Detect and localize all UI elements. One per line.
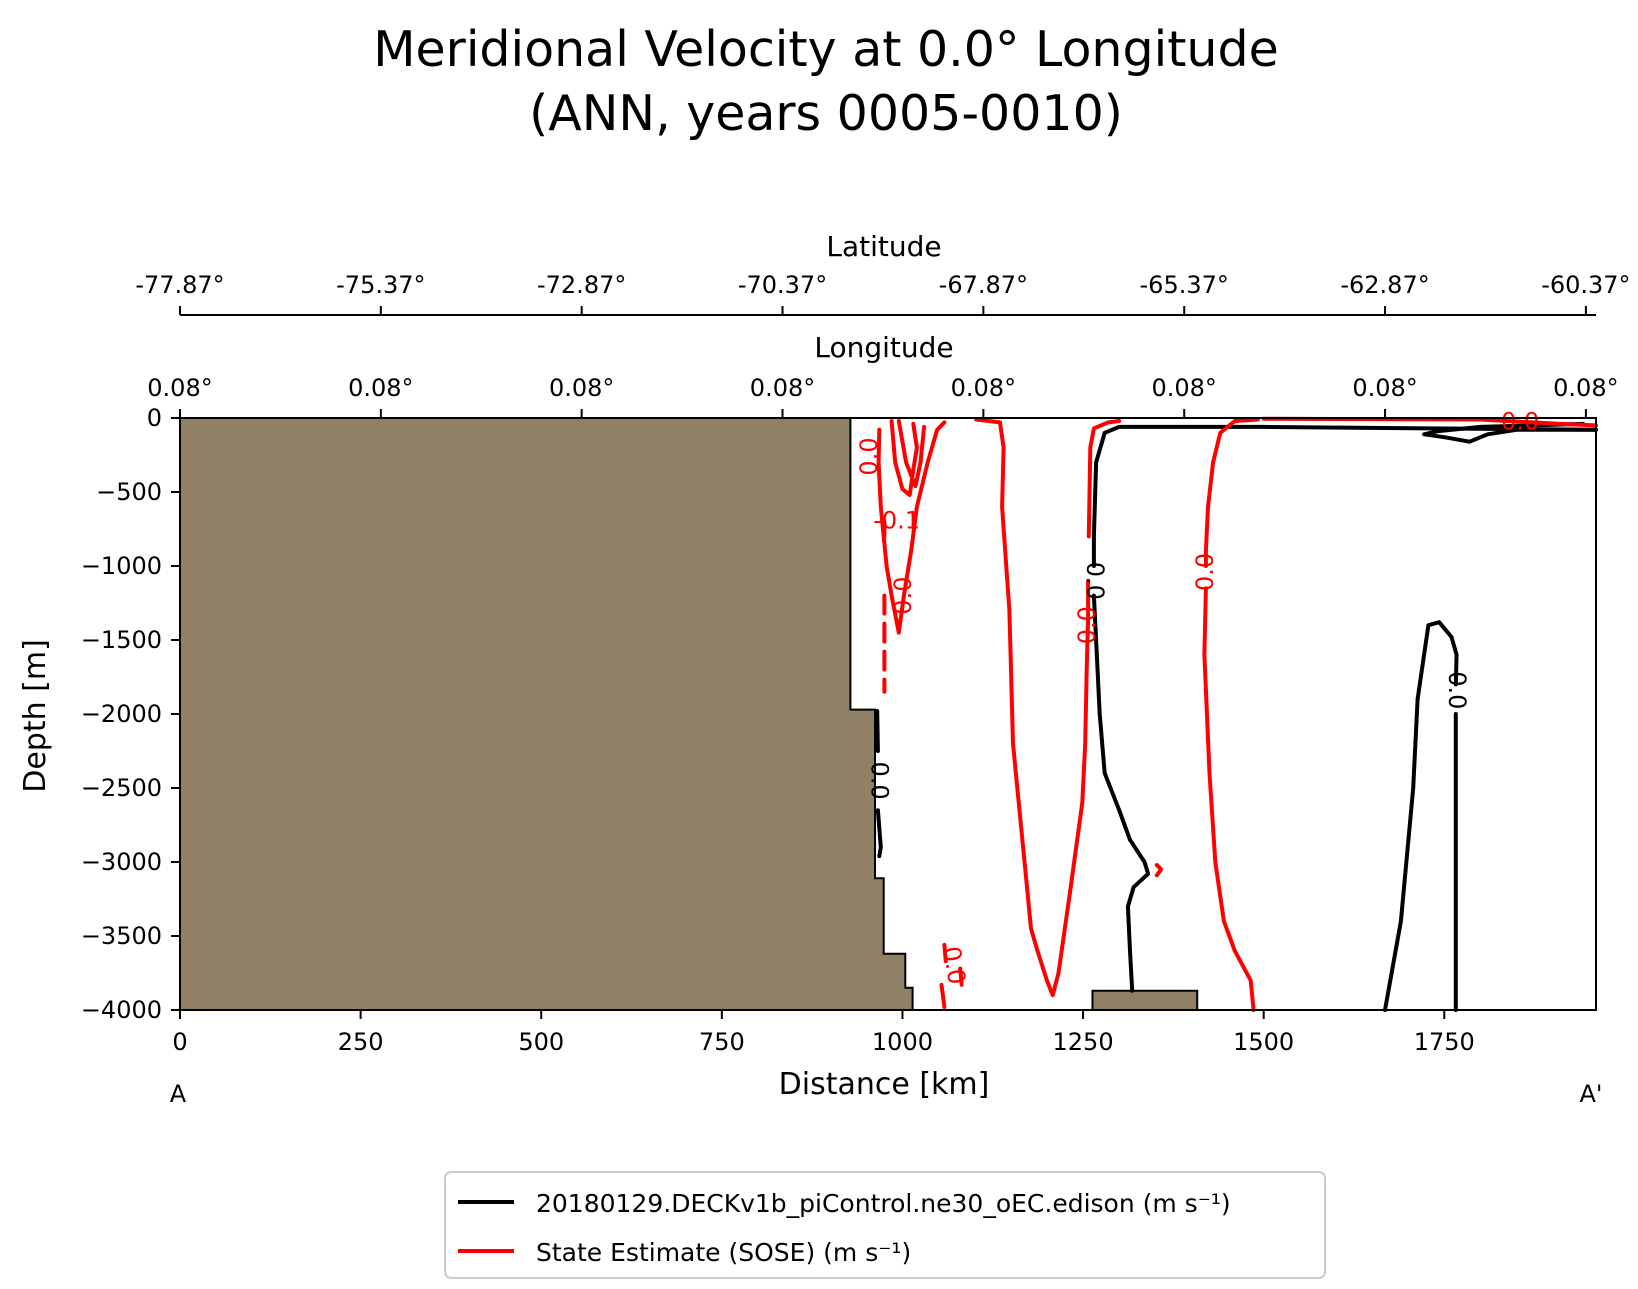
contour-lines <box>875 416 1598 1012</box>
series-0-contour-2 <box>1422 421 1598 444</box>
lat-tick-label-0: -77.87° <box>135 271 224 299</box>
y-tick-label-3: −1500 <box>81 626 162 654</box>
series-1-contour-4 <box>1261 416 1598 428</box>
lon-axis-label: Longitude <box>814 331 953 364</box>
contour-label-5: 0.0 <box>889 577 917 615</box>
series-1-contour-10 <box>958 966 964 987</box>
x-tick-label-0: 0 <box>172 1028 187 1056</box>
lat-axis-label: Latitude <box>826 230 941 263</box>
section-end-label: A' <box>1579 1080 1602 1108</box>
series-0-contour-5 <box>875 709 880 753</box>
contour-label-2: 0.0 <box>866 762 894 800</box>
section-start-label: A <box>170 1080 187 1108</box>
series-1-contour-0 <box>974 417 1091 998</box>
y-tick-label-5: −2500 <box>81 774 162 802</box>
y-tick-label-8: −4000 <box>81 996 162 1024</box>
contour-label-4: 0.0 <box>1191 553 1219 591</box>
legend-label-obs: State Estimate (SOSE) (m s⁻¹) <box>536 1238 911 1267</box>
series-1-contour-12 <box>939 982 947 1009</box>
y-tick-label-4: −2000 <box>81 700 162 728</box>
contour-label-9: 0.0 <box>1501 407 1539 435</box>
contour-label-6: 0.0 <box>855 437 883 475</box>
lon-tick-label-3: 0.08° <box>750 374 815 402</box>
contour-label-1: 0.0 <box>1443 671 1471 709</box>
y-axis-label: Depth [m] <box>18 639 53 793</box>
lon-tick-label-4: 0.08° <box>951 374 1016 402</box>
longitude-axis: 0.08° 0.08° 0.08° 0.08° 0.08° 0.08° 0.08° 0.08° <box>147 374 1619 419</box>
legend-box <box>444 1171 1326 1279</box>
plot-area: 0.0 0.0 0.0 0.0 0.0 0.0 0.0 -0.1 0.0 0.0 <box>179 407 1598 1012</box>
x-tick-label-6: 1500 <box>1233 1028 1294 1056</box>
contour-label-8: 0.0 <box>937 944 971 986</box>
contour-labels: 0.0 0.0 0.0 0.0 0.0 0.0 0.0 -0.1 0.0 0.0 <box>855 407 1539 986</box>
lat-tick-label-6: -62.87° <box>1340 271 1429 299</box>
legend: 20180129.DECKv1b_piControl.ne30_oEC.edis… <box>444 1171 1326 1279</box>
lat-tick-label-5: -65.37° <box>1140 271 1229 299</box>
series-0-contour-6 <box>875 808 883 859</box>
lat-tick-label-1: -75.37° <box>336 271 425 299</box>
legend-label-model: 20180129.DECKv1b_piControl.ne30_oEC.edis… <box>536 1189 1231 1218</box>
chart-title-line1: Meridional Velocity at 0.0° Longitude <box>373 21 1278 78</box>
y-axis: 0 −500 −1000 −1500 −2000 −2500 −3000 −3500 −4000 <box>81 404 180 1024</box>
lon-tick-label-2: 0.08° <box>549 374 614 402</box>
lon-tick-label-7: 0.08° <box>1553 374 1618 402</box>
series-1-contours <box>876 416 1598 1012</box>
series-0-contours <box>875 421 1598 1012</box>
lat-tick-label-3: -70.37° <box>738 271 827 299</box>
series-0-contour-0 <box>1091 424 1598 568</box>
x-tick-label-2: 500 <box>518 1028 564 1056</box>
y-tick-label-2: −1000 <box>81 552 162 580</box>
contour-label-7: -0.1 <box>873 507 920 535</box>
series-1-contour-1 <box>1086 419 1122 539</box>
lon-tick-label-0: 0.08° <box>147 374 212 402</box>
series-1-contour-11 <box>942 942 948 964</box>
lat-tick-label-4: -67.87° <box>939 271 1028 299</box>
lon-tick-label-1: 0.08° <box>348 374 413 402</box>
x-tick-label-7: 1750 <box>1414 1028 1475 1056</box>
series-0-contour-3 <box>1383 620 1459 1012</box>
contour-label-0: 0.0 <box>1081 562 1109 600</box>
x-axis: 0 250 500 750 1000 1250 1500 1750 <box>172 1010 1475 1056</box>
chart-title-line2: (ANN, years 0005-0010) <box>529 85 1123 142</box>
series-1-contour-5 <box>876 420 947 635</box>
x-tick-label-3: 750 <box>699 1028 745 1056</box>
series-1-contour-2 <box>1203 417 1260 568</box>
contour-label-3: 0.0 <box>1073 606 1101 644</box>
land-mask <box>179 417 1199 1011</box>
series-0-contour-1 <box>1091 593 1151 993</box>
y-tick-label-1: −500 <box>96 478 162 506</box>
lat-tick-label-7: -60.37° <box>1541 271 1630 299</box>
x-tick-label-4: 1000 <box>872 1028 933 1056</box>
x-axis-label: Distance [km] <box>779 1067 990 1102</box>
series-1-contour-6 <box>889 419 919 497</box>
latitude-axis: -77.87° -75.37° -72.87° -70.37° -67.87° -65.3… <box>135 271 1631 316</box>
y-tick-label-6: −3000 <box>81 848 162 876</box>
series-1-contour-7 <box>896 419 927 489</box>
lat-tick-label-2: -72.87° <box>537 271 626 299</box>
series-1-contour-3 <box>1202 586 1256 1012</box>
x-tick-label-5: 1250 <box>1053 1028 1114 1056</box>
y-tick-label-0: 0 <box>147 404 162 432</box>
y-tick-label-7: −3500 <box>81 922 162 950</box>
lon-tick-label-6: 0.08° <box>1352 374 1417 402</box>
series-1-contour-13 <box>1154 863 1164 878</box>
land-polygon <box>179 417 914 1011</box>
seamount-polygon <box>1091 989 1199 1011</box>
x-tick-label-1: 250 <box>338 1028 384 1056</box>
lon-tick-label-5: 0.08° <box>1151 374 1216 402</box>
